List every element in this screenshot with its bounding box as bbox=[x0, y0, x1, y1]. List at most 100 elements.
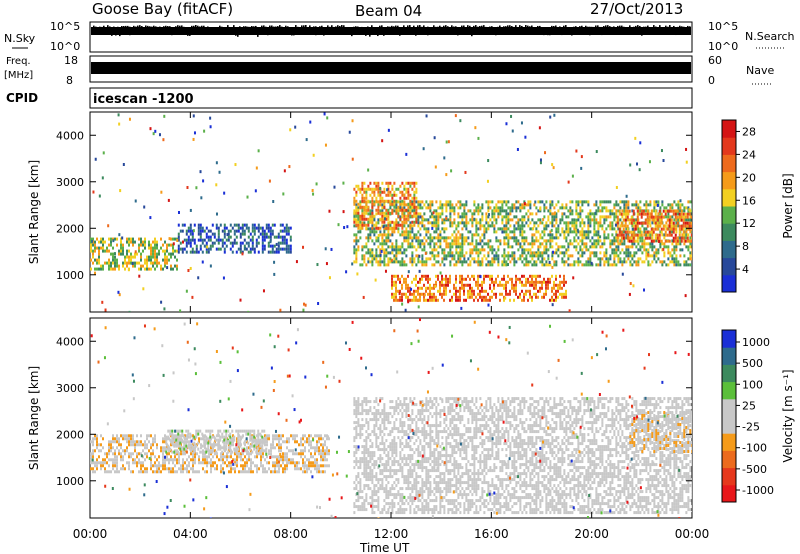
range-cell bbox=[262, 455, 264, 459]
range-cell bbox=[320, 464, 322, 468]
range-cell bbox=[379, 242, 382, 246]
range-cell bbox=[227, 232, 230, 236]
beam-label: Beam 04 bbox=[355, 2, 422, 20]
range-cell bbox=[183, 441, 186, 445]
range-cell bbox=[185, 232, 188, 236]
range-cell bbox=[443, 239, 446, 243]
range-cell bbox=[274, 446, 276, 450]
range-cell bbox=[116, 261, 118, 265]
range-cell bbox=[501, 206, 504, 210]
range-cell bbox=[481, 280, 483, 284]
range-cell bbox=[571, 221, 574, 225]
range-cell bbox=[393, 260, 396, 264]
range-cell bbox=[365, 217, 368, 221]
range-cell bbox=[365, 190, 368, 194]
range-cell bbox=[669, 260, 672, 264]
range-cell bbox=[209, 229, 212, 233]
range-cell bbox=[443, 277, 445, 281]
range-cell bbox=[415, 254, 418, 258]
range-cell bbox=[477, 298, 479, 302]
range-cell bbox=[445, 209, 448, 213]
range-cell bbox=[449, 203, 452, 207]
range-cell bbox=[276, 434, 278, 438]
range-cell bbox=[203, 229, 206, 233]
range-cell bbox=[499, 227, 502, 231]
range-cell bbox=[363, 199, 366, 203]
range-cell bbox=[387, 257, 390, 261]
range-cell bbox=[179, 441, 182, 445]
range-cell bbox=[261, 435, 264, 439]
range-cell bbox=[190, 449, 192, 453]
sparse-echo bbox=[501, 230, 504, 234]
range-cell bbox=[409, 286, 411, 290]
range-cell bbox=[407, 214, 410, 218]
range-cell bbox=[285, 250, 288, 254]
range-cell bbox=[230, 461, 232, 465]
range-cell bbox=[465, 260, 468, 264]
range-cell bbox=[605, 200, 608, 204]
range-cell bbox=[282, 458, 284, 462]
range-cell bbox=[365, 202, 368, 206]
range-cell bbox=[561, 206, 564, 210]
range-cell bbox=[417, 286, 419, 290]
range-cell bbox=[445, 242, 448, 246]
range-cell bbox=[399, 196, 402, 200]
range-cell bbox=[130, 434, 132, 438]
range-cell bbox=[268, 467, 270, 471]
range-cell bbox=[565, 239, 568, 243]
range-cell bbox=[116, 437, 118, 441]
range-cell bbox=[625, 254, 628, 258]
range-cell bbox=[603, 251, 606, 255]
range-cell bbox=[263, 441, 266, 445]
range-cell bbox=[427, 286, 429, 290]
colorbar-segment bbox=[722, 171, 736, 190]
range-cell bbox=[415, 263, 418, 267]
range-cell bbox=[277, 241, 280, 245]
sparse-echo bbox=[302, 245, 305, 249]
range-cell bbox=[300, 440, 302, 444]
range-cell bbox=[599, 263, 602, 267]
range-cell bbox=[595, 218, 598, 222]
range-cell bbox=[585, 233, 588, 237]
range-cell bbox=[310, 452, 312, 456]
range-cell bbox=[567, 221, 570, 225]
range-cell bbox=[497, 274, 499, 278]
range-cell bbox=[261, 226, 264, 230]
range-cell bbox=[144, 267, 146, 271]
range-cell bbox=[180, 452, 182, 456]
range-cell bbox=[621, 200, 624, 204]
range-cell bbox=[395, 220, 398, 224]
range-cell bbox=[184, 452, 186, 456]
range-cell bbox=[108, 261, 110, 265]
range-cell bbox=[269, 229, 272, 233]
range-cell bbox=[551, 233, 554, 237]
range-cell bbox=[547, 283, 549, 287]
range-cell bbox=[399, 263, 402, 267]
range-cell bbox=[673, 257, 676, 261]
range-cell bbox=[649, 203, 652, 207]
range-cell bbox=[112, 440, 114, 444]
range-cell bbox=[535, 221, 538, 225]
range-cell bbox=[481, 257, 484, 261]
range-cell bbox=[670, 227, 673, 231]
range-cell bbox=[110, 240, 112, 244]
range-cell bbox=[122, 261, 124, 265]
range-cell bbox=[630, 236, 633, 240]
range-cell bbox=[244, 443, 246, 447]
range-cell bbox=[403, 214, 406, 218]
range-cell bbox=[663, 245, 666, 249]
range-cell bbox=[469, 230, 472, 234]
range-cell bbox=[385, 242, 388, 246]
range-cell bbox=[682, 224, 685, 228]
range-cell bbox=[666, 233, 669, 237]
range-cell bbox=[219, 223, 222, 227]
range-cell bbox=[164, 240, 166, 244]
range-cell bbox=[545, 283, 547, 287]
range-cell bbox=[631, 209, 634, 213]
range-cell bbox=[620, 221, 623, 225]
range-cell bbox=[251, 438, 254, 442]
colorbar-tick-label: 20 bbox=[742, 171, 756, 184]
range-cell bbox=[509, 218, 512, 222]
range-cell bbox=[357, 226, 360, 230]
range-cell bbox=[104, 261, 106, 265]
